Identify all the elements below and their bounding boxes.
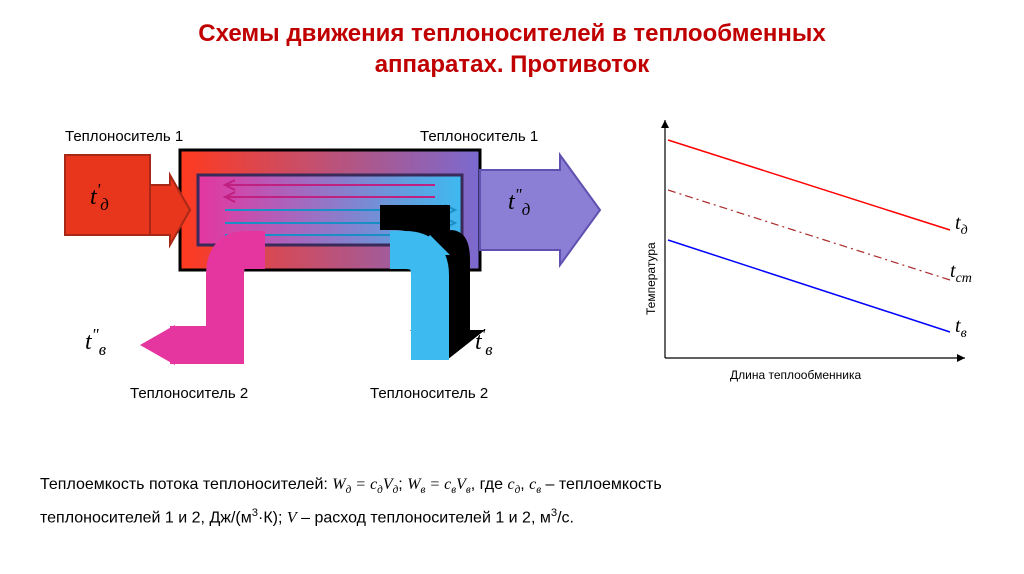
y-axis-arrow-icon xyxy=(661,120,669,128)
hot-line xyxy=(668,140,950,230)
hot-outlet-arrow-icon xyxy=(480,155,600,265)
chart-svg xyxy=(610,100,990,400)
page-title: Схемы движения теплоносителей в теплообм… xyxy=(0,0,1024,80)
temperature-chart: Температура Длина теплообменника tд tст … xyxy=(610,100,990,430)
temp-cold-in: t'в xyxy=(475,325,493,360)
heat-exchanger-diagram: Теплоноситель 1 Теплоноситель 1 Теплонос… xyxy=(30,100,610,430)
wall-line xyxy=(668,190,950,280)
title-line1: Схемы движения теплоносителей в теплообм… xyxy=(198,20,825,47)
x-axis-arrow-icon xyxy=(957,354,965,362)
label-carrier2-in: Теплоноситель 2 xyxy=(370,385,488,402)
footer-formula: Теплоемкость потока теплоносителей: Wд =… xyxy=(40,469,980,534)
hot-line-label: tд xyxy=(955,212,968,239)
cold-line-label: tв xyxy=(955,315,967,342)
wall-line-label: tст xyxy=(950,260,972,287)
x-axis-label: Длина теплообменника xyxy=(730,368,861,382)
label-carrier2-out: Теплоноситель 2 xyxy=(130,385,248,402)
content-row: Теплоноситель 1 Теплоноситель 1 Теплонос… xyxy=(0,100,1024,430)
temp-hot-out: t"д xyxy=(508,185,530,220)
cold-in-arrow-icon xyxy=(390,235,450,360)
label-carrier1-out: Теплоноситель 1 xyxy=(420,128,538,145)
temp-hot-in: t'д xyxy=(90,180,109,215)
y-axis-label: Температура xyxy=(644,243,658,316)
temp-cold-out: t"в xyxy=(85,325,106,360)
cold-line xyxy=(668,240,950,332)
title-line2: аппаратах. Противоток xyxy=(375,51,650,78)
diagram-svg xyxy=(30,100,610,430)
label-carrier1-in: Теплоноситель 1 xyxy=(65,128,183,145)
